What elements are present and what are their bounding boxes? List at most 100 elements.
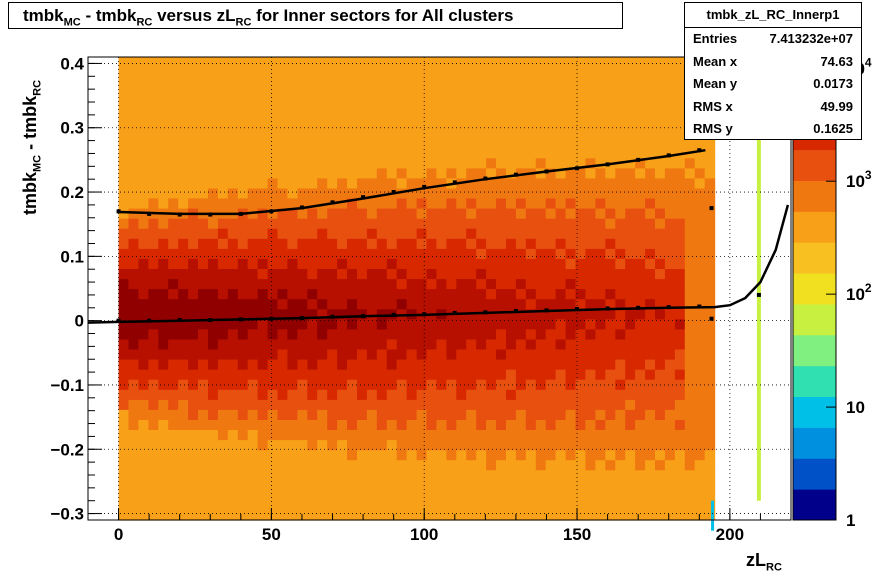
heatmap-cell: [585, 77, 596, 88]
heatmap-cell: [317, 308, 328, 320]
heatmap-cell: [466, 157, 477, 169]
heatmap-cell: [664, 187, 676, 199]
heatmap-cell: [357, 499, 368, 511]
heatmap-cell: [565, 298, 577, 310]
heatmap-cell: [237, 298, 249, 310]
heatmap-cell: [357, 147, 368, 159]
heatmap-cell: [148, 197, 159, 209]
heatmap-cell: [267, 469, 279, 481]
heatmap-cell: [198, 67, 209, 78]
heatmap-cell: [178, 167, 189, 179]
heatmap-cell: [406, 328, 418, 340]
heatmap-cell: [287, 87, 298, 98]
heatmap-cell: [555, 489, 567, 501]
heatmap-cell: [128, 67, 139, 78]
heatmap-cell: [605, 248, 616, 259]
heatmap-cell: [297, 499, 308, 511]
heatmap-cell: [297, 77, 308, 88]
heatmap-cell: [158, 278, 169, 290]
heatmap-cell: [307, 459, 318, 471]
heatmap-cell: [515, 187, 527, 199]
heatmap-cell: [416, 87, 428, 98]
heatmap-cell: [287, 107, 298, 118]
heatmap-cell: [307, 127, 318, 139]
heatmap-cell: [237, 187, 249, 199]
heatmap-cell: [257, 449, 269, 461]
heatmap-cell: [138, 238, 149, 249]
palette-cell: [793, 489, 836, 521]
heatmap-cell: [178, 509, 189, 521]
heatmap-cell: [664, 57, 676, 68]
heatmap-cell: [406, 469, 418, 481]
stats-row-entries: Entries 7.413232e+07: [693, 31, 853, 46]
heatmap-cell: [496, 117, 507, 129]
heatmap-cell: [456, 127, 467, 139]
heatmap-cell: [128, 228, 139, 239]
heatmap-cell: [535, 147, 547, 159]
heatmap-cell: [257, 379, 269, 390]
heatmap-cell: [257, 228, 269, 239]
heatmap-cell: [138, 117, 149, 129]
heatmap-cell: [595, 389, 606, 400]
heatmap-cell: [188, 459, 199, 471]
heatmap-cell: [466, 208, 477, 219]
heatmap-cell: [257, 399, 269, 410]
heatmap-cell: [674, 399, 686, 410]
heatmap-cell: [426, 409, 437, 420]
heatmap-cell: [297, 439, 308, 451]
heatmap-cell: [118, 197, 130, 209]
heatmap-cell: [694, 359, 706, 370]
heatmap-cell: [337, 369, 348, 380]
heatmap-cell: [357, 248, 368, 259]
heatmap-cell: [357, 419, 368, 430]
heatmap-cell: [486, 509, 497, 521]
heatmap-cell: [515, 489, 527, 501]
heatmap-cell: [386, 97, 398, 108]
heatmap-cell: [257, 258, 269, 269]
heatmap-cell: [655, 328, 666, 340]
heatmap-cell: [357, 348, 368, 360]
heatmap-cell: [406, 439, 418, 451]
heatmap-cell: [148, 167, 159, 179]
heatmap-cell: [416, 57, 428, 68]
heatmap-cell: [525, 469, 537, 481]
heatmap-cell: [317, 107, 328, 118]
heatmap-cell: [118, 187, 130, 199]
heatmap-cell: [506, 77, 517, 88]
stats-row-mean-y: Mean y 0.0173: [693, 76, 853, 91]
heatmap-cell: [277, 459, 288, 471]
heatmap-cell: [178, 117, 189, 129]
heatmap-cell: [287, 218, 298, 229]
heatmap-cell: [545, 348, 557, 360]
heatmap-cell: [496, 127, 507, 139]
heatmap-cell: [645, 379, 656, 390]
heatmap-cell: [118, 419, 130, 430]
heatmap-cell: [635, 147, 646, 159]
heatmap-cell: [595, 228, 606, 239]
heatmap-cell: [436, 97, 447, 108]
heatmap-cell: [694, 499, 706, 511]
heatmap-cell: [684, 248, 696, 259]
heatmap-cell: [525, 77, 537, 88]
heatmap-cell: [635, 409, 646, 420]
heatmap-cell: [496, 228, 507, 239]
heatmap-cell: [128, 278, 139, 290]
heatmap-cell: [188, 248, 199, 259]
heatmap-cell: [655, 187, 666, 199]
heatmap-cell: [486, 77, 497, 88]
heatmap-cell: [684, 157, 696, 169]
heatmap-cell: [525, 278, 537, 290]
heatmap-cell: [506, 288, 517, 300]
heatmap-cell: [575, 87, 586, 98]
heatmap-cell: [237, 419, 249, 430]
heatmap-cell: [436, 409, 447, 420]
heatmap-cell: [486, 197, 497, 209]
heatmap-cell: [366, 459, 378, 471]
heatmap-cell: [635, 67, 646, 78]
heatmap-cell: [178, 348, 189, 360]
heatmap-cell: [227, 127, 239, 139]
heatmap-cell: [496, 197, 507, 209]
heatmap-cell: [476, 348, 487, 360]
heatmap-cell: [396, 57, 408, 68]
heatmap-cell: [416, 469, 428, 481]
